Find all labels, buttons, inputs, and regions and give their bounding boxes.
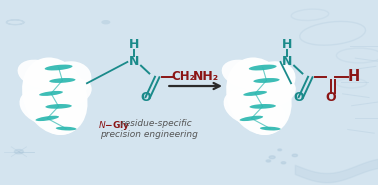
Ellipse shape [248,102,285,135]
Ellipse shape [226,58,292,135]
Text: N: N [282,55,293,68]
Circle shape [266,160,271,162]
Circle shape [101,20,110,24]
Ellipse shape [243,91,267,96]
Text: NH₂: NH₂ [193,70,219,83]
Circle shape [281,162,286,164]
Ellipse shape [249,65,277,70]
Ellipse shape [22,58,88,135]
Text: $\it{N}$$\bf{-Gly}$: $\it{N}$$\bf{-Gly}$ [98,119,131,132]
Ellipse shape [56,79,92,106]
Ellipse shape [36,116,59,121]
Text: H: H [347,69,359,84]
Text: H: H [129,38,139,51]
Ellipse shape [240,116,263,121]
Text: O: O [325,91,336,104]
Ellipse shape [20,89,67,125]
Text: H: H [282,38,293,51]
Text: precision engineering: precision engineering [100,130,198,139]
Ellipse shape [45,65,73,70]
Ellipse shape [224,89,271,125]
Text: N: N [129,55,139,68]
Ellipse shape [253,78,280,83]
Ellipse shape [41,61,91,102]
Text: residue-specific: residue-specific [118,119,192,128]
Ellipse shape [260,79,296,106]
Circle shape [269,156,275,159]
Text: O: O [293,91,304,104]
Circle shape [14,149,23,154]
Ellipse shape [222,60,266,88]
Ellipse shape [245,61,296,102]
Ellipse shape [260,127,280,130]
Text: CH₂: CH₂ [172,70,195,83]
Ellipse shape [43,102,81,135]
Circle shape [278,149,282,151]
Ellipse shape [49,78,76,83]
Ellipse shape [249,104,276,109]
Text: O: O [140,91,151,104]
Ellipse shape [39,91,63,96]
Ellipse shape [56,127,76,130]
Ellipse shape [45,104,72,109]
Ellipse shape [18,60,62,88]
Circle shape [292,154,297,157]
